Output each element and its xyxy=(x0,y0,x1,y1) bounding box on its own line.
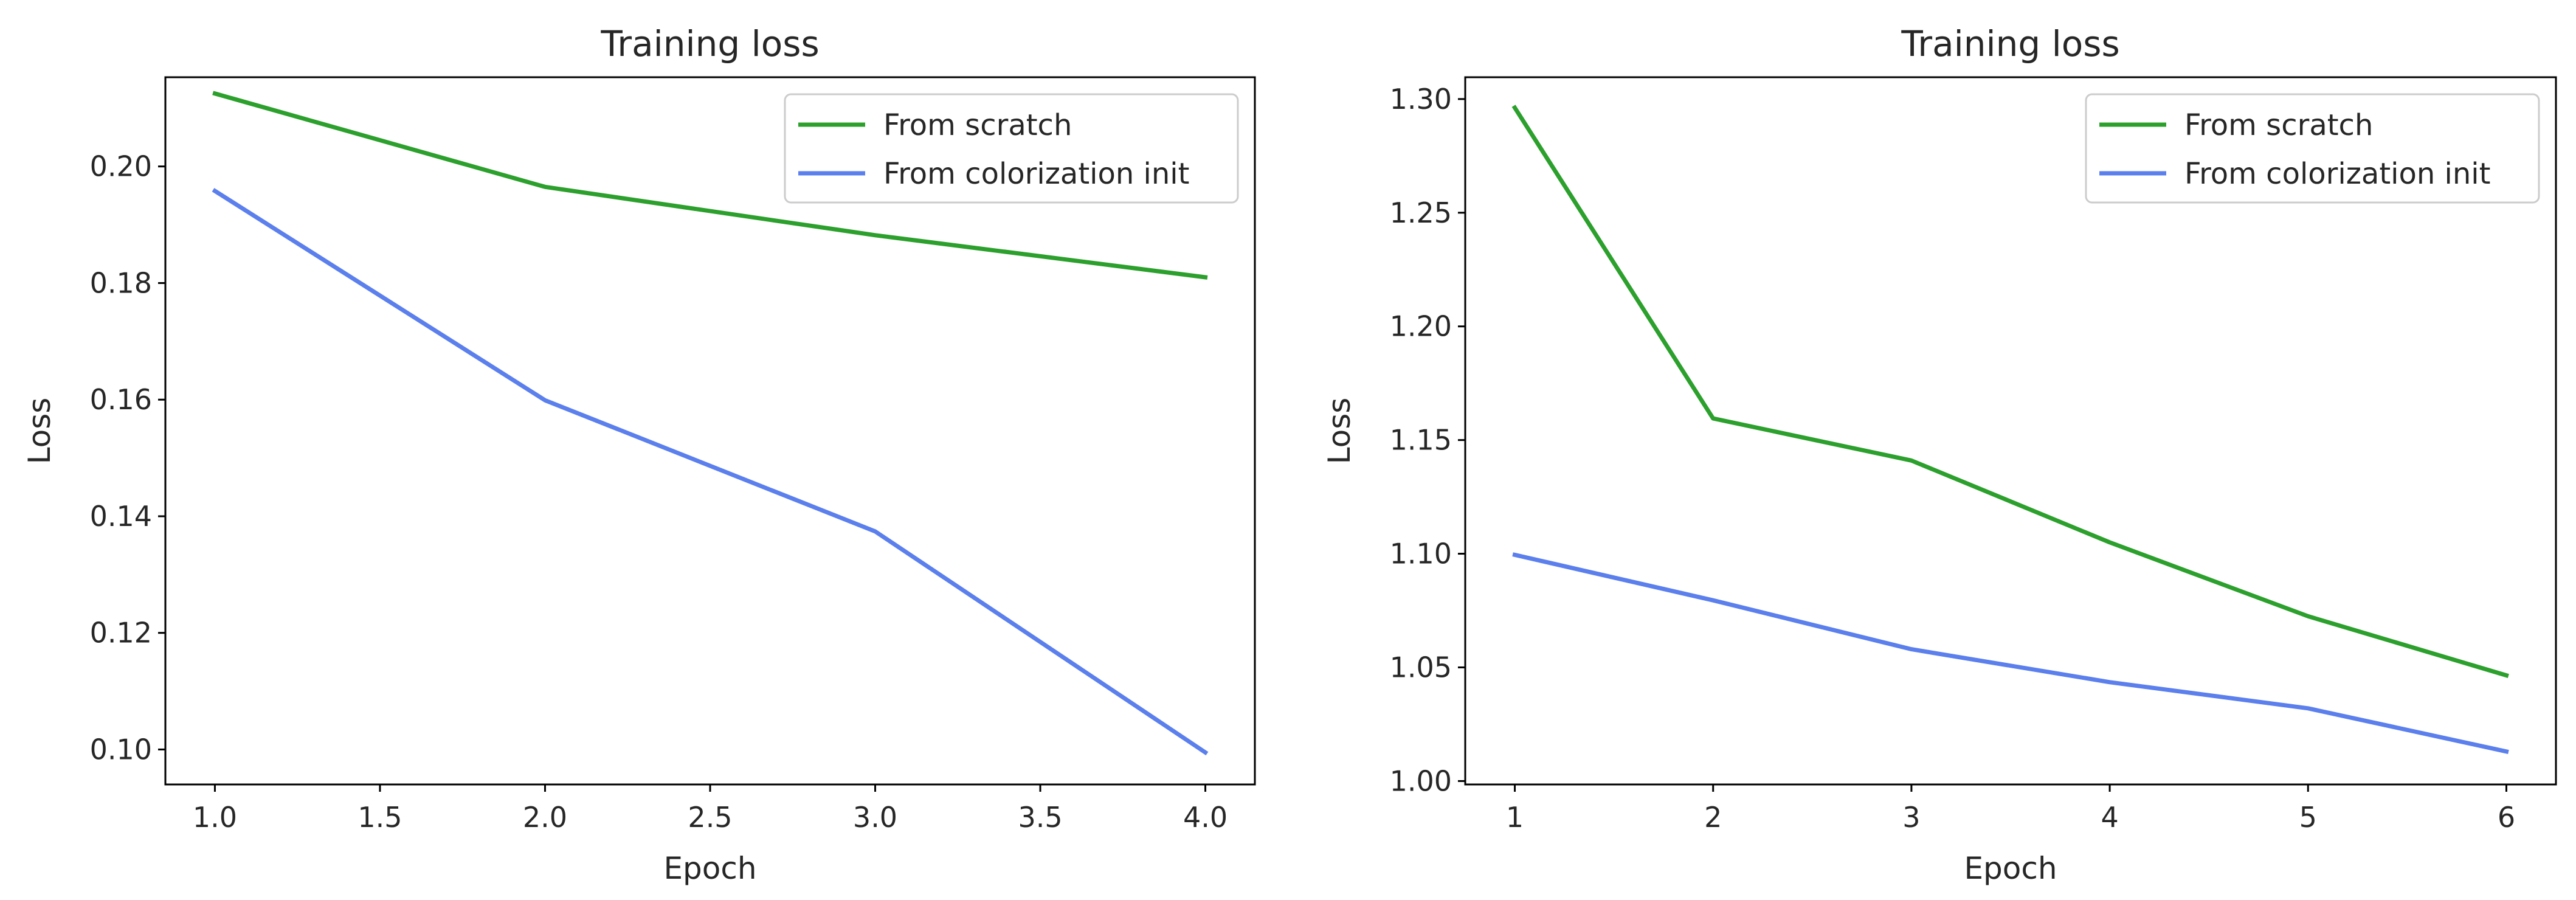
chart1-series-line-2 xyxy=(212,188,1209,756)
chart1-legend-label-2: From colorization init xyxy=(883,157,1189,191)
chart1-x-tick-label: 3.5 xyxy=(1018,801,1062,834)
chart2-x-tick-label: 6 xyxy=(2498,801,2515,834)
chart1-y-tick-label: 0.20 xyxy=(90,150,152,183)
chart1-x-tick-label: 1.5 xyxy=(357,801,402,834)
chart1-y-tick-label: 0.18 xyxy=(90,266,152,299)
chart2-y-tick-label: 1.05 xyxy=(1390,651,1452,684)
chart2-x-tick-label: 3 xyxy=(1902,801,1920,834)
chart2-y-tick-label: 1.30 xyxy=(1390,83,1452,116)
chart2-legend-label-2: From colorization init xyxy=(2184,157,2490,191)
chart2-series-line-1 xyxy=(1511,105,2509,678)
chart2-x-tick-label: 5 xyxy=(2299,801,2317,834)
chart2-y-axis-label: Loss xyxy=(1322,398,1357,465)
chart2-y-tick-label: 1.20 xyxy=(1390,310,1452,343)
chart2-legend-label-1: From scratch xyxy=(2184,108,2373,142)
chart1-x-tick-label: 3.0 xyxy=(853,801,897,834)
chart1-legend-label-1: From scratch xyxy=(883,108,1072,142)
chart2-legend-box xyxy=(2085,93,2540,204)
chart2-series-line-2 xyxy=(1512,552,2509,754)
chart1-x-tick-label: 2.0 xyxy=(523,801,567,834)
chart2-y-tick-label: 1.00 xyxy=(1390,764,1452,797)
chart1-y-tick-label: 0.10 xyxy=(90,733,152,766)
chart2-y-tick-label: 1.15 xyxy=(1390,424,1452,457)
chart1-y-axis-label: Loss xyxy=(22,398,57,465)
chart1-y-tick-label: 0.16 xyxy=(90,383,152,416)
chart2-x-tick-label: 1 xyxy=(1506,801,1524,834)
chart2-title: Training loss xyxy=(1901,23,2119,64)
chart1-y-tick-label: 0.14 xyxy=(90,500,152,533)
chart1-legend-box xyxy=(784,93,1239,204)
chart2-axes-frame xyxy=(1464,76,2557,786)
chart1-x-tick-label: 1.0 xyxy=(193,801,237,834)
chart2-x-axis-label: Epoch xyxy=(1964,851,2057,886)
chart1-series-line-1 xyxy=(212,91,1208,280)
chart2-y-tick-label: 1.10 xyxy=(1390,538,1452,570)
chart2-y-tick-label: 1.25 xyxy=(1390,196,1452,229)
chart1-y-tick-label: 0.12 xyxy=(90,617,152,649)
chart2-x-tick-label: 2 xyxy=(1704,801,1722,834)
chart1-title: Training loss xyxy=(600,23,819,64)
chart1-x-tick-label: 2.5 xyxy=(688,801,732,834)
chart1-x-axis-label: Epoch xyxy=(663,851,756,886)
chart2-x-tick-label: 4 xyxy=(2101,801,2118,834)
chart1-x-tick-label: 4.0 xyxy=(1183,801,1228,834)
